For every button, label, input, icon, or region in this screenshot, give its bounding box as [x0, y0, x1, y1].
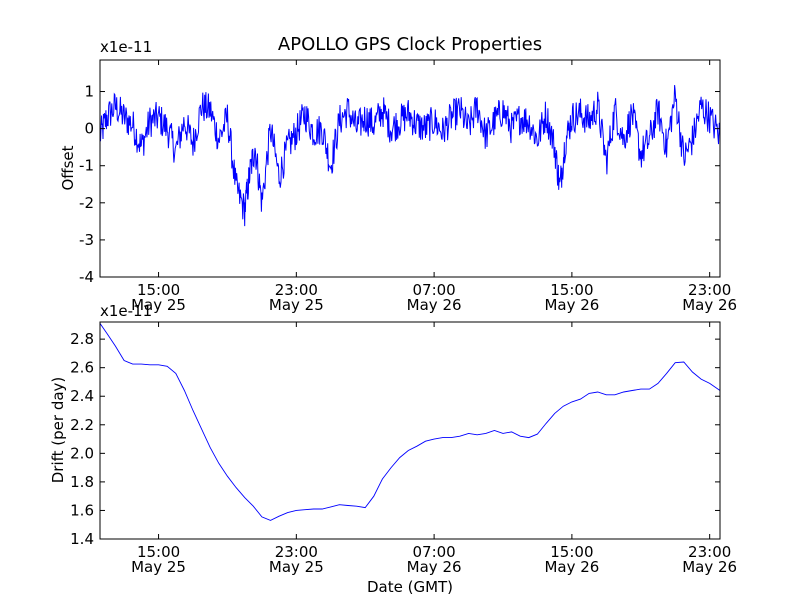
drift-y-tick-label: 2.4: [70, 387, 94, 405]
drift-y-ticks: 2.8 2.6 2.4 2.2 2.0 1.8 1.6 1.4: [70, 330, 720, 548]
drift-y-tick-label: 1.4: [70, 530, 94, 548]
offset-x-tick-time-label: 23:00: [275, 281, 318, 299]
drift-x-tick-time-label: 07:00: [412, 543, 455, 561]
drift-y-tick-label: 2.0: [70, 444, 94, 462]
drift-x-tick-time-label: 15:00: [137, 543, 180, 561]
offset-x-tick-date-label: May 25: [131, 296, 186, 314]
offset-x-tick-time-label: 23:00: [688, 281, 731, 299]
offset-x-tick-date-label: May 26: [544, 296, 599, 314]
drift-x-tick-time-label: 23:00: [688, 543, 731, 561]
offset-plot-frame: [99, 59, 721, 278]
drift-panel: x1e-11 Drift (per day) 2.8 2.6 2.4 2.2 2.0 1.…: [49, 302, 737, 596]
offset-x-tick-time-label: 15:00: [137, 281, 180, 299]
offset-y-tick-label: 0: [84, 120, 94, 138]
offset-y-tick-label: -4: [79, 268, 94, 286]
offset-y-tick-label: -3: [79, 231, 94, 249]
offset-multiplier-label: x1e-11: [100, 38, 152, 56]
drift-x-tick-time-label: 23:00: [275, 543, 318, 561]
drift-y-tick-label: 1.8: [70, 473, 94, 491]
drift-y-tick-label: 1.6: [70, 501, 94, 519]
drift-y-axis-label: Drift (per day): [49, 377, 67, 484]
drift-x-tick-date-label: May 25: [131, 558, 186, 576]
drift-x-tick-date-label: May 26: [544, 558, 599, 576]
offset-series-line: [99, 85, 721, 227]
offset-x-tick-time-label: 07:00: [412, 281, 455, 299]
offset-y-tick-label: -1: [79, 157, 94, 175]
chart-title: APOLLO GPS Clock Properties: [278, 34, 542, 55]
offset-panel: APOLLO GPS Clock Properties x1e-11 Offse…: [59, 34, 737, 314]
drift-line: [99, 323, 721, 521]
drift-x-axis-label: Date (GMT): [367, 578, 453, 596]
offset-x-tick-time-label: 15:00: [550, 281, 593, 299]
drift-x-tick-date-label: May 26: [682, 558, 737, 576]
offset-y-tick-label: -2: [79, 194, 94, 212]
drift-series-line: [99, 323, 721, 521]
drift-x-tick-date-label: May 25: [269, 558, 324, 576]
drift-y-tick-label: 2.2: [70, 416, 94, 434]
drift-x-tick-time-label: 15:00: [550, 543, 593, 561]
offset-y-tick-label: 1: [84, 83, 94, 101]
drift-y-tick-label: 2.8: [70, 330, 94, 348]
offset-line: [99, 85, 721, 227]
drift-plot-frame: [99, 321, 721, 540]
drift-multiplier-label: x1e-11: [100, 302, 152, 320]
offset-y-ticks: 1 0 -1 -2 -3 -4: [79, 83, 720, 286]
offset-x-tick-date-label: May 26: [682, 296, 737, 314]
offset-x-tick-date-label: May 26: [407, 296, 462, 314]
drift-y-tick-label: 2.6: [70, 359, 94, 377]
offset-y-axis-label: Offset: [59, 145, 77, 190]
drift-x-tick-date-label: May 26: [407, 558, 462, 576]
offset-x-tick-date-label: May 25: [269, 296, 324, 314]
